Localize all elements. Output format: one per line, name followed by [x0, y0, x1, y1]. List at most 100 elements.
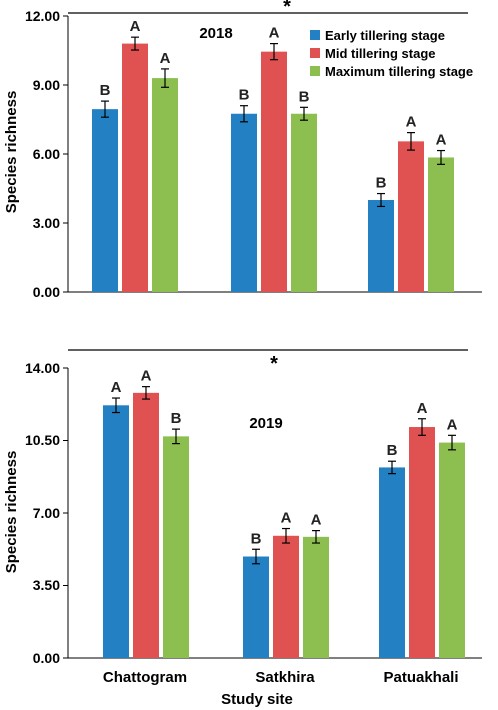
bar: [103, 405, 129, 658]
bar: [243, 556, 269, 658]
legend-swatch: [310, 48, 320, 58]
significance-letter: B: [171, 410, 182, 427]
y-tick-label: 10.50: [25, 432, 60, 448]
significance-letter: A: [436, 132, 447, 149]
y-tick: 3.00: [33, 215, 68, 231]
y-tick: 9.00: [33, 77, 68, 93]
significance-letter: B: [299, 88, 310, 105]
x-tick-label: Patuakhali: [383, 669, 458, 686]
significance-letter: B: [251, 530, 262, 547]
y-tick: 7.00: [33, 505, 68, 521]
error-bar: [172, 428, 180, 445]
error-bar: [112, 397, 120, 414]
y-tick-label: 7.00: [33, 505, 60, 521]
x-tick-label: Satkhira: [255, 669, 315, 686]
legend-item: Early tillering stage: [310, 28, 445, 43]
bar: [163, 436, 189, 658]
bar: [428, 157, 454, 292]
y-tick: 10.50: [25, 432, 68, 448]
legend-swatch: [310, 66, 320, 76]
y-tick-label: 0.00: [33, 284, 60, 300]
error-bar: [312, 530, 320, 544]
significance-letter: A: [141, 368, 152, 385]
panel-2018: * Species richness 0.00 3.00 6.00 9.00 1…: [3, 0, 482, 300]
legend-swatch: [310, 30, 320, 40]
y-tick: 6.00: [33, 146, 68, 162]
bar: [379, 467, 405, 658]
bar: [368, 200, 394, 292]
error-bar: [388, 460, 396, 475]
legend-item: Maximum tillering stage: [310, 64, 473, 79]
y-tick-label: 9.00: [33, 77, 60, 93]
legend-label: Mid tillering stage: [325, 46, 436, 61]
significance-letter: B: [387, 442, 398, 459]
y-tick: 12.00: [25, 8, 68, 24]
error-bar: [407, 132, 415, 151]
significance-letter: A: [311, 512, 322, 529]
y-tick-label: 14.00: [25, 360, 60, 376]
error-bar: [161, 68, 169, 88]
error-bar: [377, 192, 385, 208]
bar: [303, 536, 329, 658]
error-bar: [101, 100, 109, 118]
legend-item: Mid tillering stage: [310, 46, 436, 61]
bar: [152, 78, 178, 292]
y-tick-label: 12.00: [25, 8, 60, 24]
bar: [409, 427, 435, 658]
legend-label: Maximum tillering stage: [325, 64, 473, 79]
y-axis-label: Species richness: [3, 451, 20, 574]
error-bar: [252, 548, 260, 565]
bar: [92, 109, 118, 293]
y-tick-label: 3.50: [33, 577, 60, 593]
significance-letter: B: [376, 175, 387, 192]
error-bar: [240, 105, 248, 123]
significance-letter: A: [269, 25, 280, 42]
error-bar: [142, 386, 150, 400]
bar: [291, 113, 317, 292]
bars: B B B A A A A B A: [92, 18, 454, 293]
error-bar: [131, 36, 139, 51]
panel-year-label: 2019: [249, 415, 282, 432]
significance-letter: A: [160, 50, 171, 67]
y-tick: 14.00: [25, 360, 68, 376]
x-tick-label: Chattogram: [103, 669, 187, 686]
legend: Early tillering stage Mid tillering stag…: [310, 28, 473, 79]
error-bar: [300, 106, 308, 121]
error-bar: [418, 418, 426, 436]
significance-letter: A: [447, 416, 458, 433]
panel-2019: * Species richness 0.00 3.50 7.00 10.50 …: [3, 349, 482, 708]
bar: [273, 535, 299, 658]
bar: [398, 141, 424, 292]
bar: [439, 442, 465, 658]
significance-marker: *: [270, 353, 278, 375]
error-bar: [270, 42, 278, 61]
bar: [133, 392, 159, 658]
y-axis-label: Species richness: [3, 91, 20, 214]
significance-letter: A: [111, 379, 122, 396]
x-tick-labels: Chattogram Satkhira Patuakhali: [103, 669, 459, 686]
error-bar: [437, 149, 445, 165]
significance-letter: A: [406, 114, 417, 131]
y-tick: 3.50: [33, 577, 68, 593]
y-tick-label: 0.00: [33, 650, 60, 666]
error-bar: [282, 527, 290, 544]
bar: [261, 51, 287, 293]
panel-year-label: 2018: [199, 25, 232, 42]
legend-label: Early tillering stage: [325, 28, 445, 43]
bar: [231, 113, 257, 292]
bars: A B B A A A B A A: [103, 368, 465, 658]
error-bar: [448, 434, 456, 451]
y-tick: 0.00: [33, 650, 68, 666]
y-ticks: 0.00 3.00 6.00 9.00 12.00: [25, 8, 68, 300]
significance-marker: *: [283, 0, 291, 18]
y-tick-label: 3.00: [33, 215, 60, 231]
y-ticks: 0.00 3.50 7.00 10.50 14.00: [25, 360, 68, 666]
significance-letter: A: [281, 510, 292, 527]
y-tick: 0.00: [33, 284, 68, 300]
bar: [122, 43, 148, 292]
significance-letter: B: [239, 87, 250, 104]
y-tick-label: 6.00: [33, 146, 60, 162]
x-axis-label: Study site: [221, 691, 293, 708]
significance-letter: A: [417, 400, 428, 417]
